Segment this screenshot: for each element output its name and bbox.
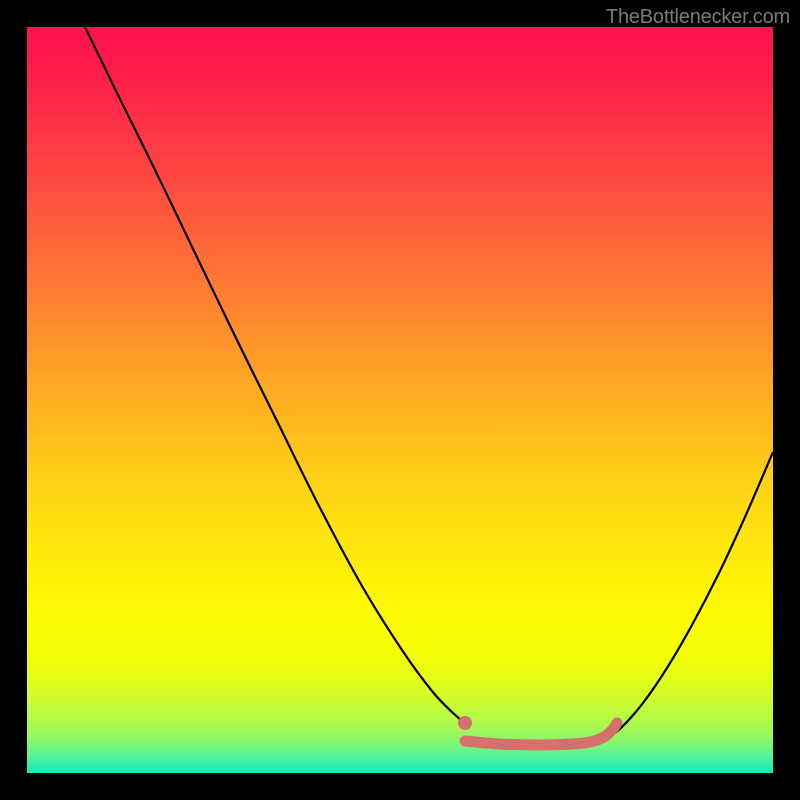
vertex-marker-circle bbox=[458, 716, 472, 730]
chart-svg bbox=[27, 27, 773, 773]
left-curve-path bbox=[85, 27, 465, 723]
attribution-text: TheBottlenecker.com bbox=[606, 6, 790, 29]
right-curve-path bbox=[607, 452, 773, 739]
bottom-flat-path bbox=[465, 723, 617, 745]
plot-container bbox=[27, 27, 773, 773]
